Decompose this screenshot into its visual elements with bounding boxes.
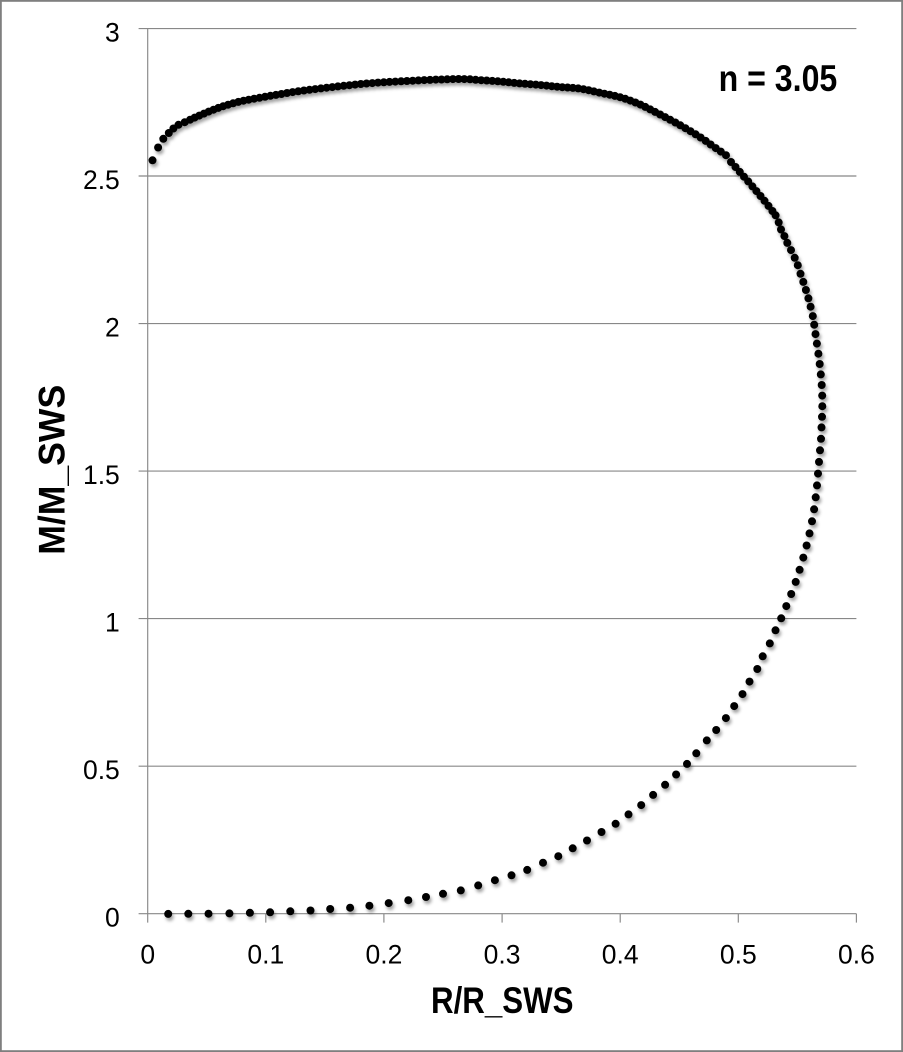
svg-text:0.2: 0.2 — [365, 939, 402, 969]
svg-text:0.5: 0.5 — [83, 755, 120, 785]
svg-text:3: 3 — [105, 17, 120, 47]
svg-text:0.3: 0.3 — [484, 939, 521, 969]
svg-text:1: 1 — [105, 607, 120, 637]
svg-text:2.5: 2.5 — [83, 165, 120, 195]
svg-text:0.6: 0.6 — [838, 939, 875, 969]
svg-text:0.1: 0.1 — [247, 939, 284, 969]
svg-text:2: 2 — [105, 312, 120, 342]
svg-text:0.4: 0.4 — [602, 939, 639, 969]
svg-text:0.5: 0.5 — [720, 939, 757, 969]
svg-text:1.5: 1.5 — [83, 460, 120, 490]
svg-text:0: 0 — [105, 903, 120, 933]
svg-text:R/R_SWS: R/R_SWS — [431, 980, 574, 1021]
svg-text:n = 3.05: n = 3.05 — [719, 58, 838, 99]
svg-text:M/M_SWS: M/M_SWS — [32, 385, 73, 555]
svg-text:0: 0 — [140, 939, 155, 969]
